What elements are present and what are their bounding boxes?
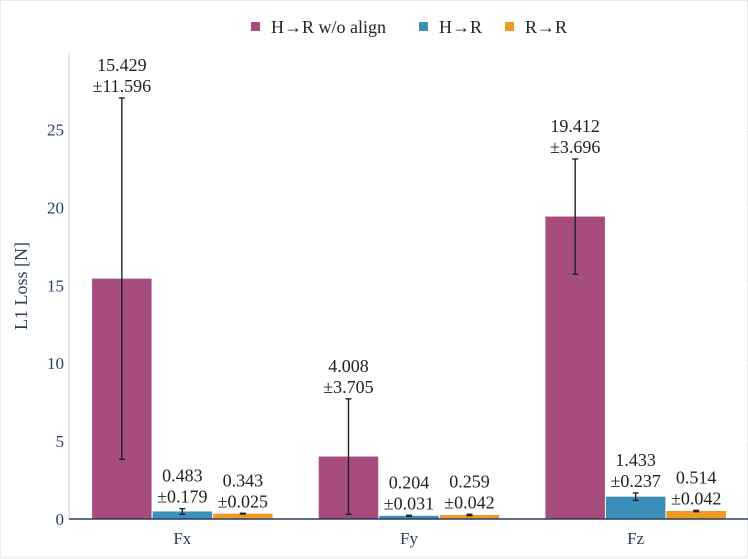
data-label: 0.483 ±0.179 [157, 466, 207, 507]
bar [439, 514, 500, 519]
legend-label: R→R [525, 17, 567, 37]
bar [152, 511, 213, 519]
error-bar [632, 492, 639, 502]
bar [605, 496, 666, 519]
error-bars [118, 97, 700, 518]
y-tick-label: 5 [56, 432, 65, 451]
y-tick-label: 15 [47, 276, 64, 295]
y-tick-label: 10 [47, 354, 64, 373]
data-label: 0.343 ±0.025 [218, 470, 268, 511]
x-tick-label: Fy [400, 529, 418, 548]
x-axis-ticks: Fx Fy Fz [173, 529, 644, 548]
legend-item[interactable]: H→R w/o align [251, 17, 386, 37]
legend-item[interactable]: H→R [419, 17, 482, 37]
data-label: 4.008 ±3.705 [323, 356, 373, 397]
bar [379, 515, 439, 519]
error-bar [406, 514, 412, 518]
data-label: 0.514 ±0.042 [671, 467, 721, 508]
axes [68, 53, 748, 520]
legend-swatch [251, 22, 260, 31]
error-bar [693, 509, 700, 513]
legend: H→R w/o align H→R R→R [251, 17, 567, 37]
value-labels: 15.429 ±11.596 0.483 ±0.179 0.343 ±0.025 4.008… [92, 55, 721, 513]
error-bar [179, 507, 186, 515]
x-tick-label: Fz [627, 529, 644, 548]
y-axis-ticks: 0 5 10 15 20 25 [47, 121, 64, 530]
data-label: 1.433 ±0.237 [610, 450, 660, 491]
legend-item[interactable]: R→R [505, 17, 567, 37]
data-label: 0.259 ±0.042 [444, 471, 494, 512]
data-label: 15.429 ±11.596 [92, 55, 151, 96]
error-bar [239, 512, 246, 515]
legend-label: H→R w/o align [271, 17, 386, 37]
bar [666, 510, 726, 519]
legend-swatch [419, 22, 428, 31]
data-label: 19.412 ±3.696 [550, 116, 600, 157]
data-label: 0.204 ±0.031 [384, 472, 434, 513]
error-bar [345, 398, 352, 515]
y-tick-label: 25 [47, 121, 64, 140]
legend-swatch [505, 22, 514, 31]
y-gridlines [69, 129, 748, 442]
legend-label: H→R [439, 17, 482, 37]
y-tick-label: 20 [47, 198, 64, 217]
y-tick-label: 0 [56, 510, 65, 529]
x-tick-label: Fx [173, 529, 191, 548]
y-axis-label: L1 Loss [N] [11, 242, 31, 330]
bar [213, 513, 273, 519]
error-bar [118, 97, 125, 460]
error-bar [572, 158, 579, 275]
error-bar [466, 513, 473, 517]
